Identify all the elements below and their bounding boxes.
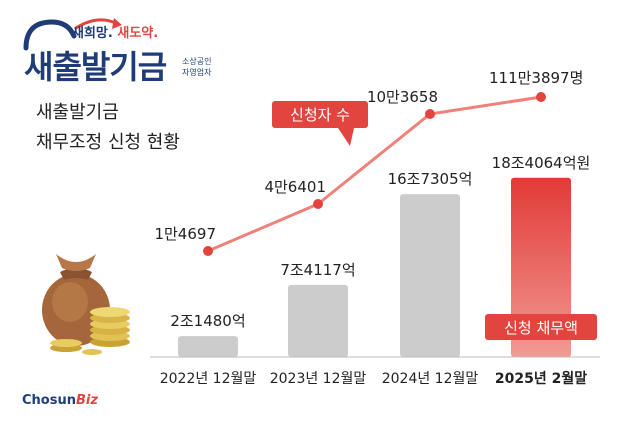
x-tick-label-3: 2025년 2월말 [495, 370, 587, 387]
line-point-2 [425, 109, 435, 119]
bar-1 [288, 284, 348, 357]
line-badge: 신청자 수 [272, 101, 368, 146]
line-label-2: 10만3658 [367, 88, 438, 106]
bar-label-2: 16조7305억 [388, 170, 473, 188]
highlight-badge-label: 신청 채무액 [504, 319, 578, 337]
bar-label-1: 7조4117억 [280, 261, 355, 279]
logo-tagline: 새희망. 새도약. [72, 26, 159, 41]
x-tick-label-2: 2024년 12월말 [382, 371, 479, 387]
line-badge-label: 신청자 수 [290, 106, 350, 124]
line-label-3: 111만3897명 [489, 69, 583, 87]
bar-3 [511, 177, 571, 357]
line-badge-pointer [338, 128, 354, 146]
line-label-1: 4만6401 [264, 178, 326, 196]
logo-arc-icon [23, 18, 122, 51]
logo-sub: 소상공인 자영업자 [182, 57, 212, 77]
highlight-badge: 신청 채무액 [485, 314, 597, 340]
line-point-3 [536, 92, 546, 102]
chart-title: 새출발기금 채무조정 신청 현황 [36, 102, 180, 153]
bar-label-3: 18조4064억원 [492, 154, 591, 172]
x-tick-label-0: 2022년 12월말 [160, 371, 257, 387]
brand-logo: ChosunBiz [22, 393, 98, 408]
money-bag-icon [42, 254, 130, 355]
line-point-1 [313, 199, 323, 209]
line-point-0 [203, 246, 213, 256]
bar-label-0: 2조1480억 [170, 312, 245, 330]
bar-0 [178, 336, 238, 357]
line-label-0: 1만4697 [154, 225, 216, 243]
line-badge-box [272, 101, 368, 128]
bar-2 [400, 194, 460, 357]
x-tick-label-1: 2023년 12월말 [270, 371, 367, 387]
line-series [207, 95, 542, 253]
highlight-badge-box [485, 314, 597, 340]
logo: 새희망. 새도약. 새출발기금 소상공인 자영업자 [18, 14, 228, 86]
logo-name: 새출발기금 [24, 48, 167, 86]
